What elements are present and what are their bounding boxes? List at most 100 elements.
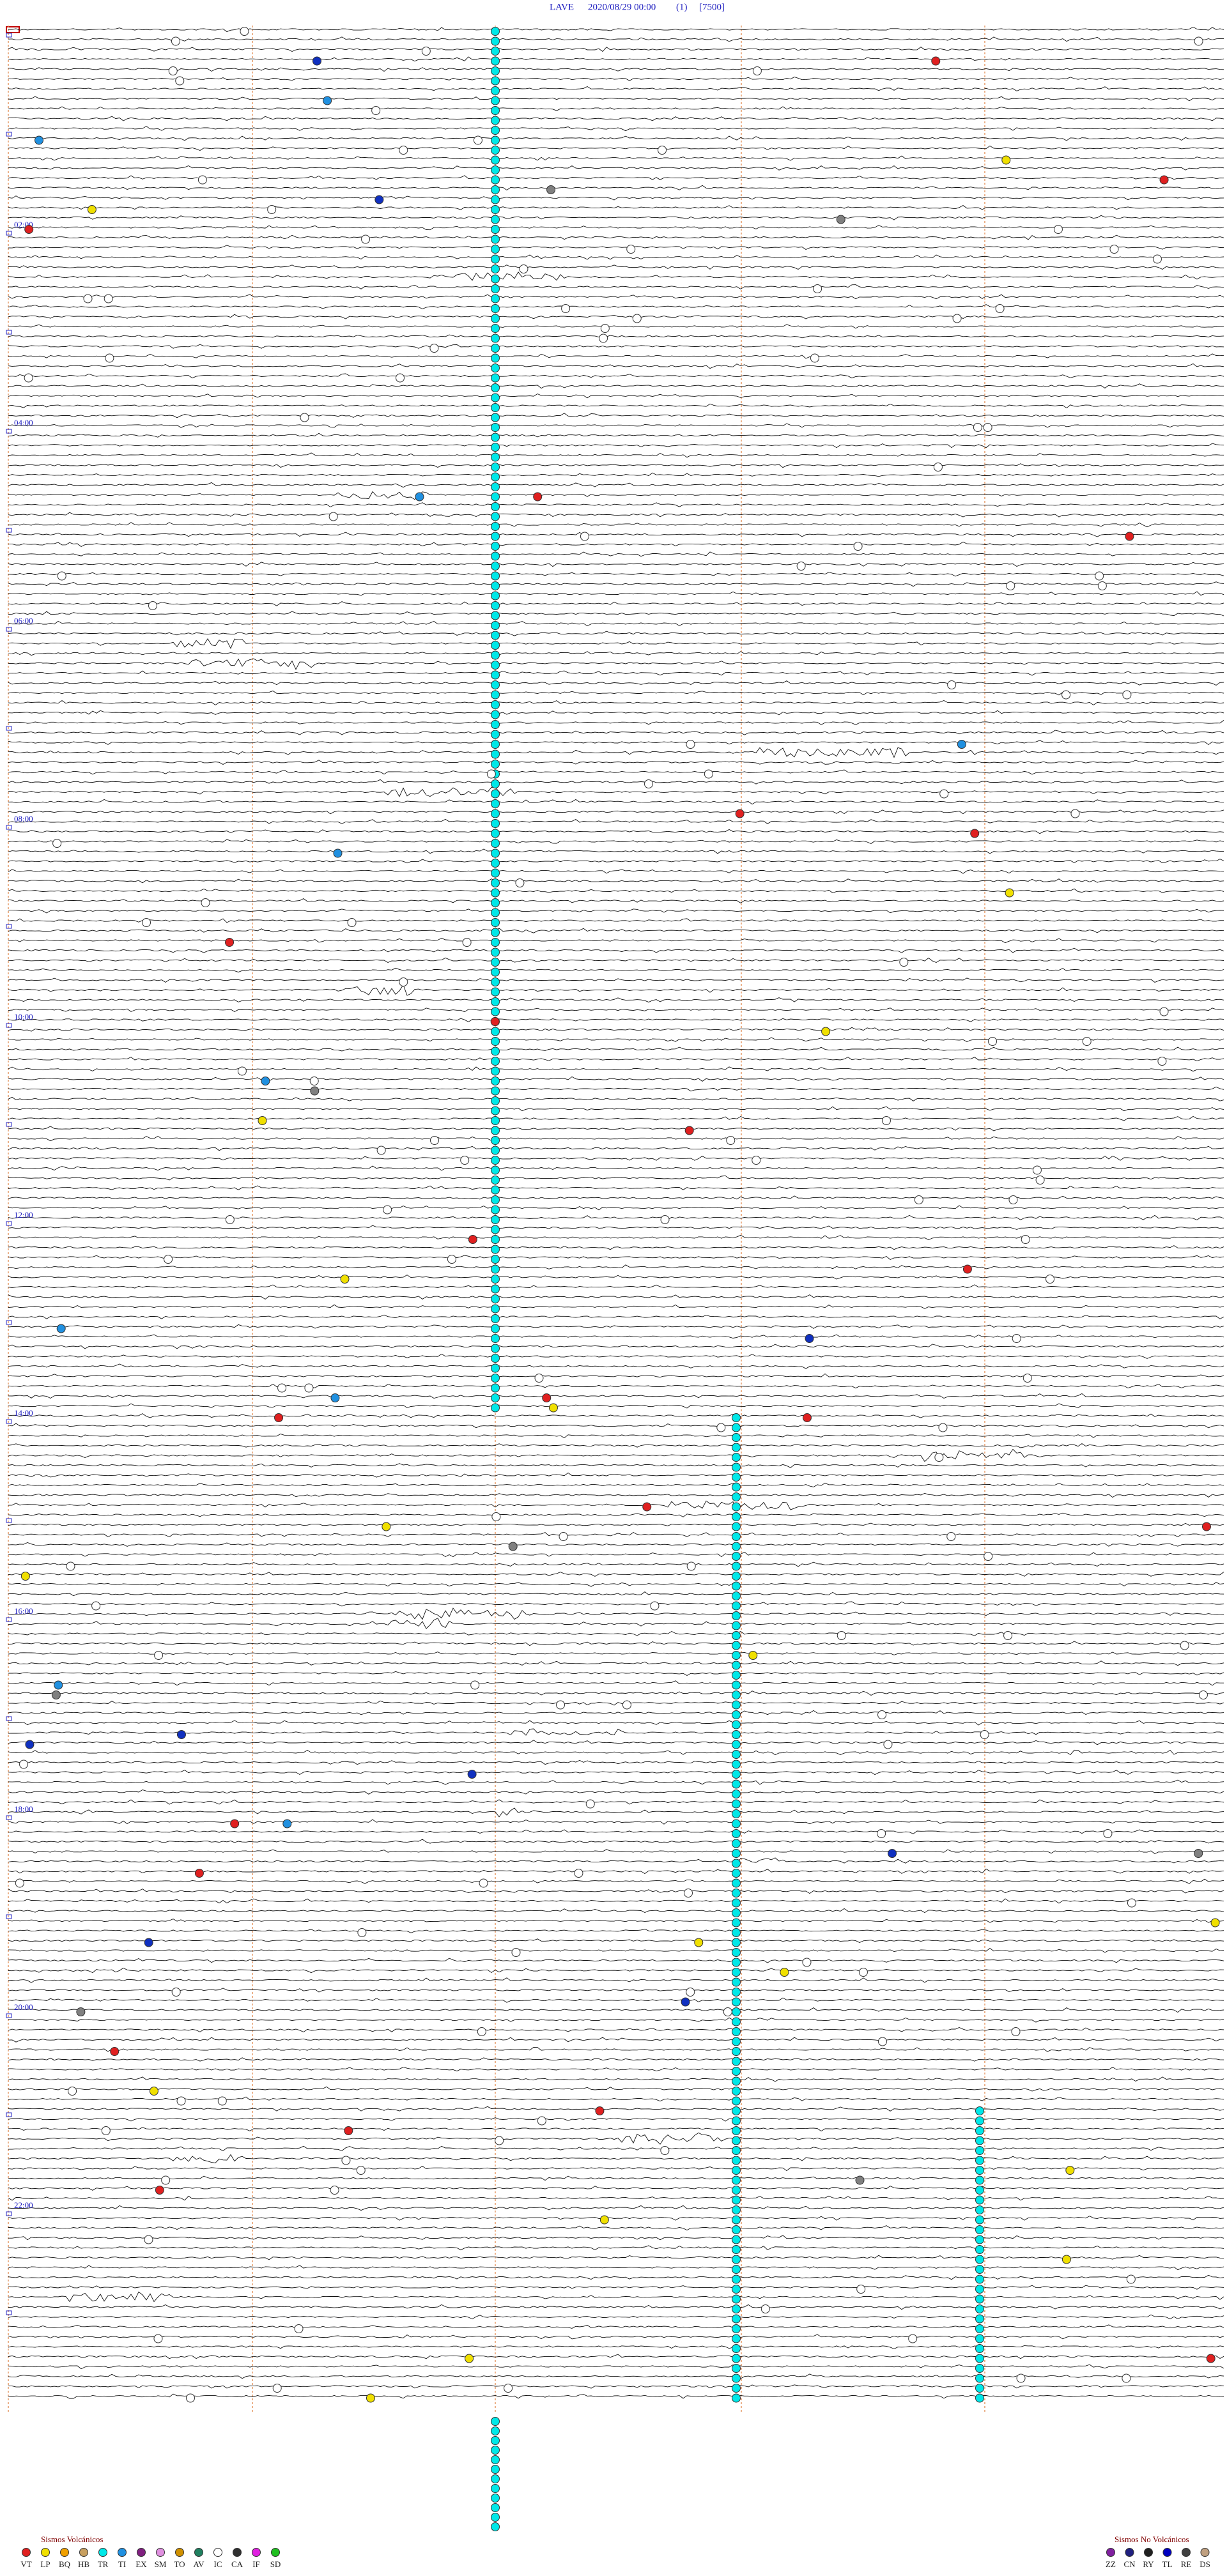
event-marker — [491, 888, 500, 898]
trace — [8, 984, 1224, 996]
event-marker — [732, 1878, 741, 1888]
trace — [8, 1175, 1224, 1181]
event-marker — [1159, 1007, 1169, 1016]
event-marker — [491, 66, 500, 75]
event-marker — [732, 1759, 741, 1769]
trace — [8, 710, 1224, 716]
event-marker — [491, 195, 500, 204]
scale: [7500] — [699, 2, 725, 12]
event-marker — [491, 56, 500, 66]
trace — [8, 2165, 1224, 2172]
event-marker — [732, 1621, 741, 1630]
event-marker — [660, 2146, 670, 2155]
trace — [8, 86, 1224, 91]
event-marker — [1095, 571, 1104, 581]
event-marker — [491, 492, 500, 502]
legend-title: Sismos No Volcánicos — [1115, 2534, 1189, 2544]
trace — [8, 353, 1224, 359]
event-marker — [491, 443, 500, 452]
event-marker — [973, 423, 982, 432]
event-marker — [988, 1037, 998, 1046]
event-marker — [732, 2136, 741, 2145]
trace — [8, 304, 1224, 310]
event-marker — [491, 898, 500, 907]
event-marker — [304, 1383, 314, 1393]
event-marker — [683, 1889, 693, 1897]
event-marker — [462, 938, 472, 947]
trace — [8, 344, 1224, 349]
trace — [8, 1728, 1224, 1736]
event-marker — [491, 403, 500, 412]
trace — [8, 1700, 1224, 1706]
event-marker — [952, 314, 962, 323]
hour-marker — [6, 1122, 12, 1127]
trace — [8, 848, 1224, 854]
event-marker — [491, 1235, 500, 1244]
hour-label: 04:00 — [14, 418, 33, 427]
trace — [8, 2304, 1224, 2310]
event-marker — [732, 1790, 741, 1798]
trace — [8, 1839, 1224, 1844]
legend-swatch — [175, 2548, 184, 2557]
event-marker — [957, 740, 966, 749]
trace — [8, 1264, 1224, 1269]
event-marker — [1180, 1641, 1189, 1650]
event-marker — [491, 393, 500, 402]
trace — [8, 1463, 1224, 1468]
trace — [8, 2364, 1224, 2370]
event-marker — [175, 76, 185, 86]
event-marker — [1053, 225, 1063, 234]
event-marker — [732, 1889, 741, 1897]
event-marker — [491, 1344, 500, 1353]
event-marker — [732, 1988, 741, 1997]
event-marker — [491, 799, 500, 808]
trace — [8, 2384, 1224, 2389]
trace — [8, 908, 1224, 914]
event-marker — [491, 324, 500, 333]
event-marker — [732, 1839, 741, 1848]
event-marker — [491, 284, 500, 293]
event-marker — [491, 1086, 500, 1096]
event-marker — [975, 2186, 984, 2195]
hour-marker — [6, 1716, 12, 1721]
trace — [8, 1155, 1224, 1161]
event-marker — [491, 1275, 500, 1284]
event-marker — [225, 1215, 235, 1224]
event-marker — [626, 245, 636, 254]
event-marker — [732, 1770, 741, 1779]
legend-swatch — [213, 2548, 222, 2557]
event-marker — [491, 254, 500, 264]
event-marker — [491, 680, 500, 689]
trace — [8, 1037, 1224, 1042]
hour-marker — [6, 2310, 12, 2315]
event-marker — [467, 1770, 477, 1779]
event-marker — [491, 215, 500, 224]
hour-marker — [6, 330, 12, 335]
event-marker — [975, 2195, 984, 2205]
trace — [8, 36, 1224, 42]
trace — [8, 1275, 1224, 1280]
event-marker — [87, 205, 96, 214]
event-marker — [580, 532, 589, 541]
hour-label: 16:00 — [14, 1606, 33, 1616]
event-marker — [35, 135, 44, 145]
event-marker — [24, 225, 34, 234]
event-marker — [732, 2037, 741, 2046]
trace — [8, 225, 1224, 231]
event-marker — [357, 1928, 367, 1937]
event-marker — [267, 205, 277, 214]
event-marker — [732, 1572, 741, 1581]
event-marker — [19, 1759, 29, 1769]
hour-marker — [6, 1518, 12, 1523]
event-marker — [732, 2314, 741, 2324]
event-marker — [975, 2235, 984, 2244]
hour-label: 12:00 — [14, 1210, 33, 1220]
event-marker — [399, 977, 408, 986]
trace — [8, 314, 1224, 319]
trace — [8, 1997, 1224, 2003]
event-marker — [491, 364, 500, 372]
trace — [8, 264, 1224, 270]
legend-swatch — [1144, 2548, 1153, 2557]
channel: (1) — [676, 2, 688, 12]
trace — [8, 2154, 1224, 2163]
